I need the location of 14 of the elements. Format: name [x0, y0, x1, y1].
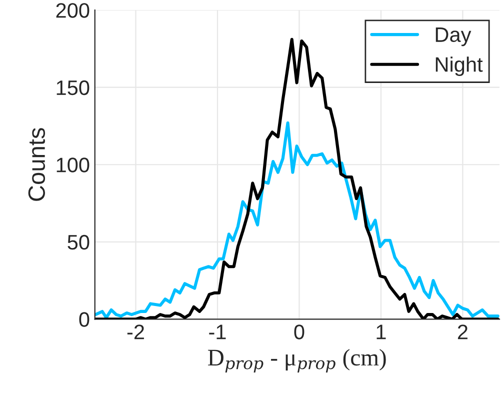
y-tick-label: 200	[56, 3, 90, 18]
y-tick-label: 0	[79, 312, 90, 327]
x-tick-label: -1	[209, 324, 226, 340]
y-tick-label: 100	[56, 158, 90, 172]
x-tick-label: 0	[294, 324, 304, 340]
y-tick-label: 50	[68, 234, 90, 250]
x-tick-label: 1	[376, 324, 386, 340]
x-tick-label: -2	[127, 324, 144, 340]
legend-label: Day	[436, 28, 472, 46]
y-tick-label: 150	[56, 80, 90, 96]
legend-label: Night	[436, 56, 483, 76]
x-tick-label: 2	[458, 324, 468, 340]
y-axis-title: Counts	[28, 128, 46, 201]
x-axis-title: D$_{prop}$ - μ$_{prop}$ (cm)	[208, 349, 386, 373]
